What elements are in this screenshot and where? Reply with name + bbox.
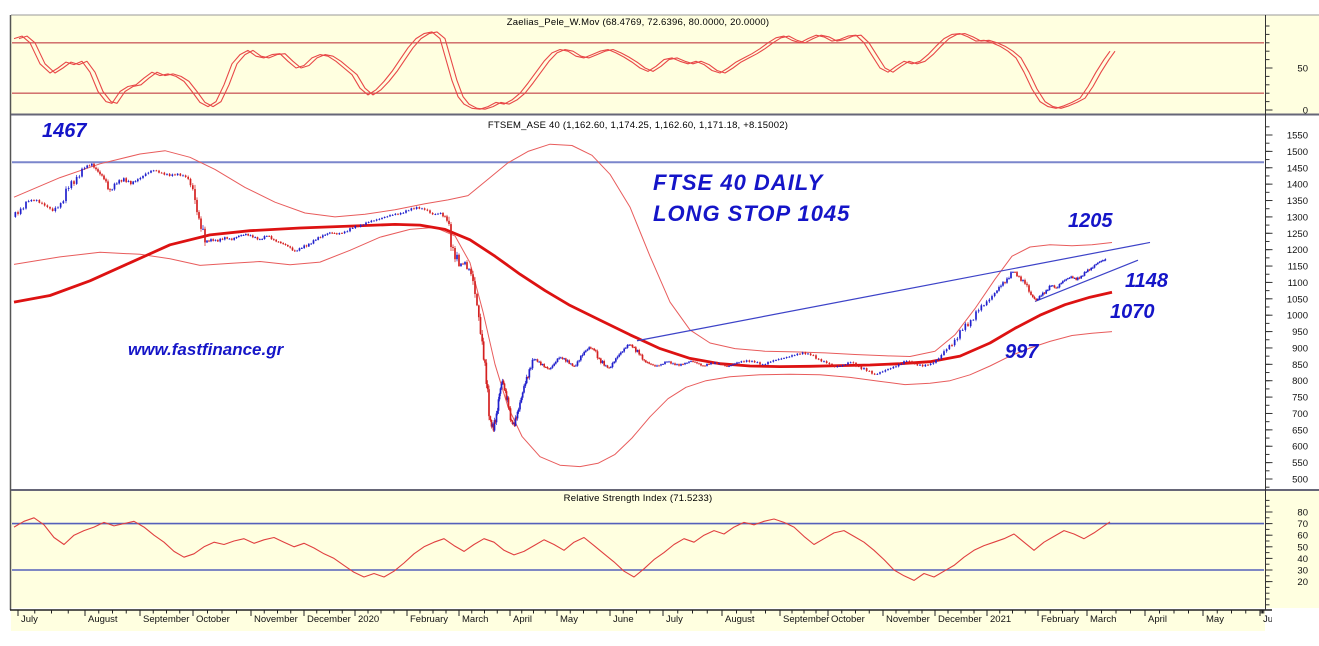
month-label: August	[725, 614, 755, 625]
y-tick-label: 1100	[1288, 278, 1308, 289]
candlesticks	[14, 162, 1107, 432]
y-tick-label: 1400	[1287, 180, 1308, 191]
month-label: July	[21, 614, 38, 625]
annotation-trendline-1205: 1205	[1068, 210, 1113, 232]
price-y-axis: 1550 1500 1450 1400 1350 1300 1250 1200 1150 1100…	[1265, 126, 1308, 488]
y-tick-label: 70	[1297, 519, 1308, 530]
oscillator-plot	[12, 31, 1264, 110]
month-label: December	[307, 614, 351, 625]
month-label: April	[1148, 614, 1168, 625]
y-tick-label: 550	[1292, 458, 1308, 469]
annotation-high-1467: 1467	[42, 120, 87, 142]
y-tick-label: 1450	[1287, 163, 1308, 174]
watermark-fastfinance: www.fastfinance.gr	[128, 340, 284, 359]
rsi-plot	[12, 517, 1264, 581]
month-label: April	[513, 614, 533, 625]
month-label: August	[88, 614, 118, 625]
rsi-panel-title: Relative Strength Index (71.5233)	[563, 493, 713, 504]
month-ticks	[17, 610, 1265, 616]
y-tick-label: 650	[1292, 425, 1308, 436]
month-label: March	[1090, 614, 1117, 625]
month-label: 2020	[358, 614, 380, 625]
month-label: November	[254, 614, 298, 625]
y-tick-label: 1150	[1288, 262, 1308, 273]
month-label: May	[1206, 614, 1224, 625]
y-tick-label: 0	[1303, 106, 1308, 117]
month-label: September	[783, 614, 830, 625]
month-label: 2021	[990, 614, 1012, 625]
y-tick-label: 700	[1292, 409, 1308, 420]
month-label: March	[462, 614, 489, 625]
month-label: October	[196, 614, 230, 625]
annotation-band-997: 997	[1005, 341, 1039, 363]
y-tick-label: 60	[1297, 531, 1308, 542]
month-label: December	[938, 614, 982, 625]
osc-y-axis: 50 0	[1265, 25, 1308, 117]
y-tick-label: 1350	[1287, 196, 1308, 207]
y-tick-label: 1300	[1287, 212, 1308, 223]
y-tick-label: 850	[1292, 360, 1308, 371]
annotation-trendline-1148: 1148	[1125, 270, 1169, 292]
month-label: July	[666, 614, 683, 625]
month-label: October	[831, 614, 865, 625]
y-tick-label: 1550	[1287, 131, 1308, 142]
month-label: September	[143, 614, 190, 625]
y-tick-label: 50	[1297, 542, 1308, 553]
month-label: November	[886, 614, 930, 625]
price-plot	[12, 143, 1264, 468]
y-tick-label: 950	[1292, 327, 1308, 338]
month-label: February	[410, 614, 449, 625]
y-tick-label: 20	[1297, 577, 1308, 588]
y-tick-label: 1050	[1287, 294, 1308, 305]
price-panel-title: FTSEM_ASE 40 (1,162.60, 1,174.25, 1,162.…	[487, 120, 789, 131]
y-tick-label: 40	[1297, 554, 1308, 565]
y-tick-label: 1500	[1287, 147, 1308, 158]
month-label: May	[560, 614, 578, 625]
y-tick-label: 800	[1292, 376, 1308, 387]
month-label: February	[1041, 614, 1080, 625]
annotation-note-line1: FTSE 40 DAILY	[653, 170, 824, 195]
y-tick-label: 50	[1297, 64, 1308, 75]
panel-frame	[9, 14, 1319, 611]
annotation-ma-1070: 1070	[1110, 301, 1155, 323]
y-tick-label: 500	[1292, 475, 1308, 486]
y-tick-label: 30	[1297, 566, 1308, 577]
y-tick-label: 600	[1292, 442, 1308, 453]
y-tick-label: 1200	[1287, 245, 1308, 256]
y-tick-label: 1000	[1287, 311, 1308, 322]
y-tick-label: 900	[1292, 343, 1308, 354]
y-tick-label: 750	[1292, 393, 1308, 404]
month-axis: July August September October November Decemb…	[0, 611, 1272, 631]
oscillator-panel-title: Zaelias_Pele_W.Mov (68.4769, 72.6396, 80…	[506, 17, 770, 28]
month-label: June	[613, 614, 634, 625]
month-label: June	[1263, 614, 1272, 625]
y-tick-label: 1250	[1287, 229, 1308, 240]
annotation-note-line2: LONG STOP 1045	[653, 201, 851, 226]
y-tick-label: 80	[1297, 508, 1308, 519]
